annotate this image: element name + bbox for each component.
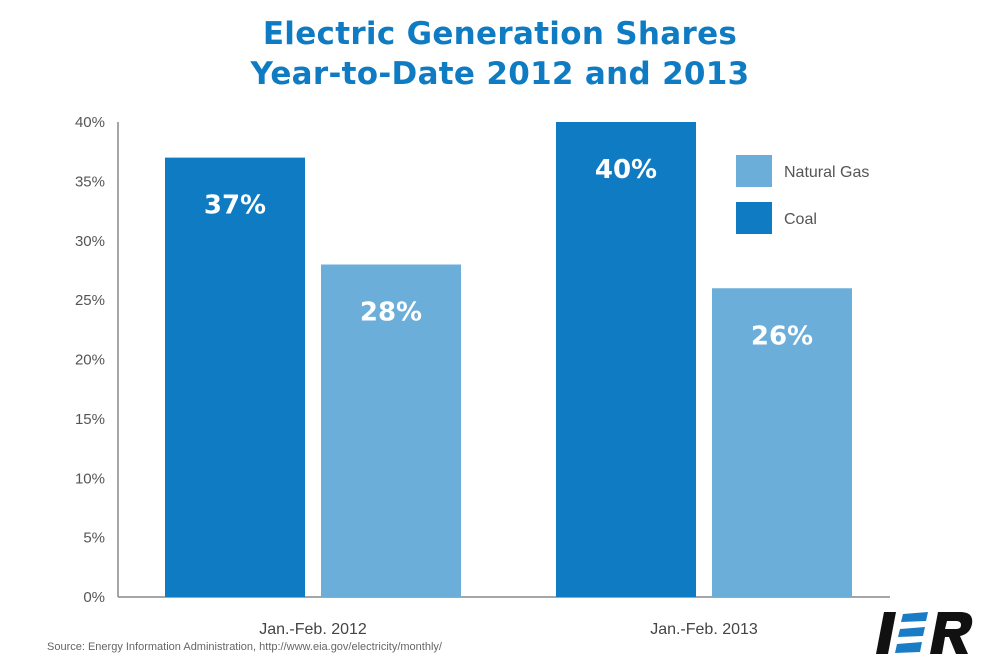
x-category-label: Jan.-Feb. 2012	[259, 621, 367, 638]
chart-title-line-1: Electric Generation Shares	[262, 16, 738, 52]
data-label: 26%	[751, 321, 813, 351]
bar-coal-2	[556, 122, 696, 597]
bar-natural-gas-2	[712, 288, 852, 597]
y-tick-label: 10%	[75, 470, 105, 487]
logo-letter-i	[876, 612, 896, 654]
logo-stripe-bottom	[895, 642, 922, 653]
y-tick-label: 40%	[75, 114, 105, 131]
y-tick-label: 15%	[75, 411, 105, 428]
data-label: 37%	[204, 191, 266, 221]
logo-letter-r	[930, 612, 973, 654]
y-tick-label: 30%	[75, 233, 105, 250]
legend-swatch-coal	[736, 202, 772, 234]
bar-coal-1	[165, 157, 305, 597]
x-category-label: Jan.-Feb. 2013	[650, 621, 758, 638]
y-tick-label: 35%	[75, 173, 105, 190]
logo-stripe-middle	[898, 627, 925, 637]
y-tick-label: 20%	[75, 352, 105, 369]
legend-label-coal: Coal	[784, 211, 817, 228]
source-note: Source: Energy Information Administratio…	[47, 641, 442, 653]
y-tick-label: 5%	[83, 530, 105, 547]
bar-natural-gas-1	[321, 264, 461, 597]
data-label: 28%	[360, 298, 422, 328]
y-tick-label: 0%	[83, 589, 105, 606]
ier-logo	[876, 612, 973, 654]
legend-label-natural-gas: Natural Gas	[784, 164, 869, 181]
data-label: 40%	[595, 155, 657, 185]
chart-title-line-2: Year-to-Date 2012 and 2013	[250, 56, 750, 92]
y-tick-label: 25%	[75, 292, 105, 309]
legend-swatch-natural-gas	[736, 155, 772, 187]
logo-stripe-top	[901, 612, 928, 622]
